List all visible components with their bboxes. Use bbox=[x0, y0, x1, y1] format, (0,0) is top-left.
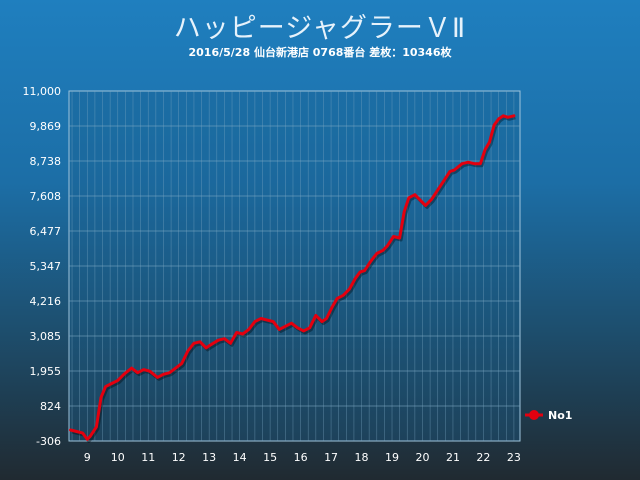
x-tick-label: 16 bbox=[294, 451, 308, 464]
series-layer bbox=[69, 114, 516, 443]
y-tick-label: 8,738 bbox=[30, 155, 62, 168]
y-axis-ticks: -306 824 1,955 3,085 4,216 5,347 6,477 7,608 8,7… bbox=[23, 85, 62, 448]
x-tick-label: 23 bbox=[507, 451, 521, 464]
y-tick-label: 11,000 bbox=[23, 85, 62, 98]
x-tick-label: 21 bbox=[446, 451, 460, 464]
chart-title: ハッピージャグラーＶⅡ bbox=[173, 13, 467, 44]
x-tick-label: 9 bbox=[84, 451, 91, 464]
legend: No1 bbox=[525, 409, 572, 422]
x-tick-label: 18 bbox=[355, 451, 369, 464]
y-tick-label: 3,085 bbox=[30, 330, 62, 343]
series-line bbox=[69, 114, 516, 441]
x-tick-label: 14 bbox=[233, 451, 247, 464]
y-tick-label: 4,216 bbox=[30, 295, 62, 308]
x-tick-label: 17 bbox=[324, 451, 338, 464]
y-tick-label: 1,955 bbox=[30, 365, 62, 378]
x-tick-label: 13 bbox=[202, 451, 216, 464]
y-tick-label: 9,869 bbox=[30, 120, 62, 133]
x-tick-label: 20 bbox=[415, 451, 429, 464]
x-tick-label: 10 bbox=[111, 451, 125, 464]
x-tick-label: 15 bbox=[263, 451, 277, 464]
x-tick-label: 12 bbox=[172, 451, 186, 464]
chart-subtitle: 2016/5/28 仙台新港店 0768番台 差枚：10346枚 bbox=[188, 46, 452, 59]
y-tick-label: 5,347 bbox=[30, 260, 62, 273]
legend-label: No1 bbox=[548, 409, 572, 422]
y-tick-label: 6,477 bbox=[30, 225, 62, 238]
y-tick-label: 824 bbox=[40, 400, 61, 413]
x-tick-label: 22 bbox=[476, 451, 490, 464]
legend-swatch-marker bbox=[529, 410, 539, 420]
x-axis-ticks: 9 10 11 12 13 14 15 16 17 18 19 20 21 22 23 bbox=[84, 451, 521, 464]
grid bbox=[69, 91, 520, 441]
y-tick-label: 7,608 bbox=[30, 190, 62, 203]
y-tick-label: -306 bbox=[36, 435, 61, 448]
x-tick-label: 19 bbox=[385, 451, 399, 464]
x-tick-label: 11 bbox=[141, 451, 155, 464]
